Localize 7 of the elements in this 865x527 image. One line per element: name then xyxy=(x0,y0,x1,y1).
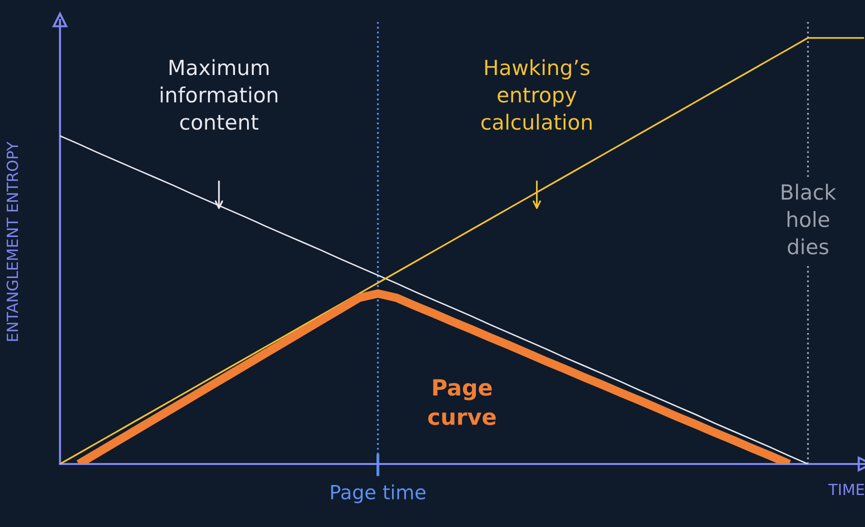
annotation: Black hole dies xyxy=(782,184,836,254)
series-label: Page curve xyxy=(428,379,496,426)
y-axis-title: ENTANGLEMENT ENTROPY xyxy=(6,142,18,341)
series-label: Hawking’s entropy calculation xyxy=(481,59,592,130)
text: Maximum information content xyxy=(160,59,278,130)
x-axis-title: TIME xyxy=(828,484,864,496)
text: Page time xyxy=(331,484,426,504)
